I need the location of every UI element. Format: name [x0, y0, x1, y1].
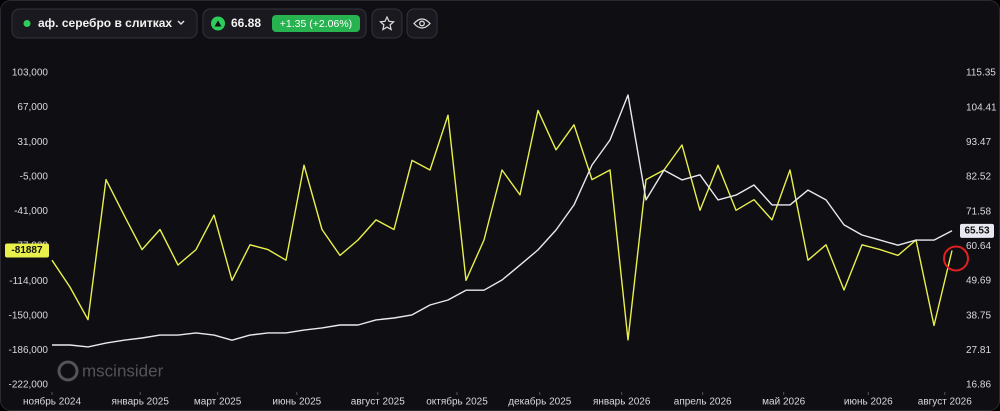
pill[interactable] — [11, 8, 198, 39]
star-icon — [378, 15, 396, 31]
y2-tick-label: 93.47 — [966, 137, 991, 148]
x-tick-label: апрель 2026 — [674, 397, 732, 408]
series-line — [52, 94, 953, 348]
eye-pupil — [419, 20, 425, 27]
chevron — [177, 20, 185, 26]
x-tick-label: май 2026 — [762, 397, 805, 408]
highlight-circle — [943, 245, 969, 272]
y2-tick-label: 49.69 — [966, 276, 991, 287]
x-tick-label: октябрь 2025 — [426, 396, 488, 408]
y2-tick-label: 82.52 — [966, 172, 991, 183]
favorite-button[interactable] — [371, 8, 403, 39]
y-tick-label: -114,000 — [9, 276, 48, 287]
button[interactable] — [406, 8, 438, 39]
last-value-badge — [5, 243, 49, 258]
y2-tick-label: 71.58 — [966, 206, 991, 217]
series-line — [51, 109, 953, 341]
x-tick-label: август 2026 — [918, 397, 972, 408]
x-tick-label: декабрь 2025 — [508, 396, 572, 408]
x-tick-label: август 2025 — [351, 397, 405, 408]
y-tick-label: -186,000 — [9, 345, 49, 356]
x-tick-label: март 2025 — [194, 397, 242, 408]
y-tick-label: -222,000 — [9, 380, 49, 391]
x-tick-label: январь 2026 — [593, 397, 651, 408]
change: +1.35 (+2.06%) — [280, 18, 352, 30]
last-value-label: 65.53 — [964, 225, 989, 236]
last-value-label: -81887 — [11, 245, 43, 256]
y-tick-label: -150,000 — [9, 311, 49, 322]
y2-tick-label: 27.81 — [966, 345, 991, 356]
up-arrow — [214, 20, 222, 27]
last-value-badge — [960, 223, 994, 238]
watermark-text: mscinsider — [82, 361, 164, 380]
watermark-logo — [57, 360, 79, 382]
y-tick-label: -5,000 — [20, 171, 49, 182]
y2-tick-label: 60.64 — [966, 241, 991, 252]
y-tick-label: -41,000 — [14, 206, 48, 217]
x-tick-label: ноябрь 2024 — [23, 396, 81, 408]
y2-tick-label: 16.86 — [966, 380, 991, 391]
status-dot — [23, 20, 31, 27]
y2-tick-label: 38.75 — [966, 310, 991, 321]
button[interactable] — [371, 8, 403, 39]
y2-tick-label: 104.41 — [966, 102, 997, 113]
x-tick-label: июнь 2026 — [844, 397, 893, 408]
y2-tick-label: 115.35 — [966, 68, 996, 79]
price-box: 66.88 +1.35 (+2.06%) — [202, 8, 367, 39]
eye-icon — [413, 18, 431, 29]
x-tick-label: январь 2025 — [111, 397, 169, 408]
watermark: mscinsider — [57, 360, 164, 382]
y-tick-label: 103,000 — [12, 68, 49, 79]
change-badge — [272, 15, 360, 32]
x-tick-label: июнь 2025 — [272, 397, 321, 408]
instrument-selector[interactable]: аф. серебро в слитках — [11, 8, 198, 39]
visibility-button[interactable] — [406, 8, 438, 39]
price: 66.88 — [231, 16, 261, 30]
instrument-title: аф. серебро в слитках — [38, 16, 172, 30]
y-tick-label: 67,000 — [17, 102, 48, 113]
y-tick-label: 31,000 — [17, 137, 48, 148]
